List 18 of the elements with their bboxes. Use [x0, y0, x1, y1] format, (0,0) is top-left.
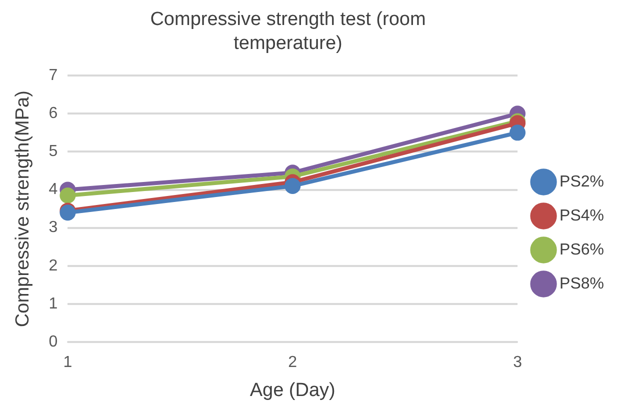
y-tick-label: 5	[48, 143, 58, 160]
legend-label: PS6%	[560, 241, 604, 258]
y-tick-label: 2	[48, 257, 58, 274]
legend-label: PS2%	[560, 173, 604, 190]
y-tick-label: 0	[48, 333, 58, 350]
x-axis-title: Age (Day)	[250, 380, 336, 401]
y-tick-label: 3	[48, 219, 58, 236]
x-tick-label: 2	[288, 354, 298, 372]
y-axis-title: Compressive strength(MPa)	[12, 90, 34, 328]
legend-label: PS8%	[560, 275, 604, 292]
y-tick-label: 7	[48, 67, 58, 84]
y-tick-label: 6	[48, 105, 58, 122]
x-tick-label: 1	[63, 354, 72, 372]
y-tick-label: 4	[48, 181, 58, 198]
legend-label: PS4%	[560, 207, 604, 224]
chart-title: Compressive strength test (room temperature)	[149, 8, 427, 56]
x-tick-label: 3	[513, 354, 522, 372]
y-tick-label: 1	[48, 295, 58, 312]
